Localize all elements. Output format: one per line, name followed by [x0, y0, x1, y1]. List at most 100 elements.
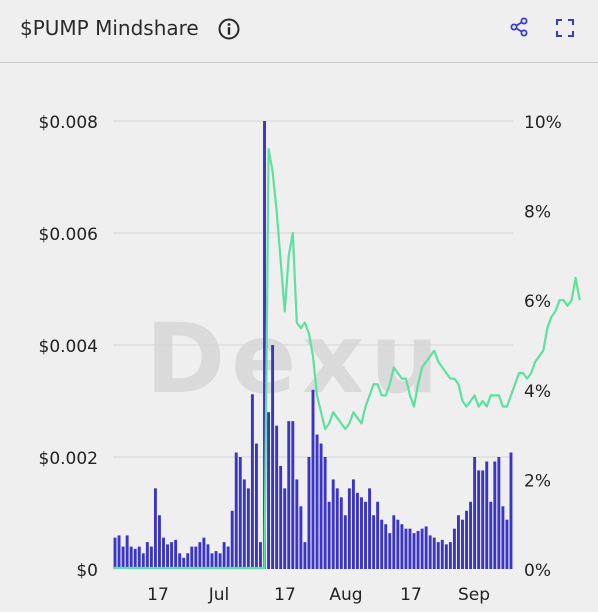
bar — [234, 452, 238, 569]
bar — [355, 492, 359, 569]
bar — [275, 425, 279, 569]
line-series — [113, 147, 581, 570]
bar — [206, 544, 210, 569]
y-left-tick-label: $0.002 — [39, 449, 98, 469]
bar — [360, 497, 363, 569]
y-right-tick-label: 10% — [524, 113, 562, 133]
bar — [428, 535, 432, 569]
chart-header: $PUMP Mindshare — [0, 0, 598, 63]
bar — [158, 515, 161, 569]
bar — [440, 539, 444, 569]
bar — [331, 479, 335, 569]
bar — [388, 533, 392, 569]
chart-title: $PUMP Mindshare — [20, 16, 199, 40]
bar — [315, 434, 319, 569]
bar — [267, 412, 271, 569]
bar — [113, 537, 117, 569]
bar — [162, 537, 165, 569]
bar — [190, 546, 194, 569]
bar — [153, 488, 157, 569]
bar — [283, 488, 287, 569]
bar — [493, 461, 497, 569]
bar — [170, 542, 174, 569]
bar — [380, 519, 384, 569]
bar — [263, 121, 266, 569]
bar — [436, 542, 440, 569]
bar — [461, 519, 464, 569]
bar — [210, 553, 214, 569]
bar — [392, 515, 396, 569]
info-icon[interactable] — [218, 18, 240, 40]
bar — [420, 528, 424, 569]
bar — [307, 457, 311, 569]
bar — [291, 421, 295, 569]
bar — [166, 544, 169, 569]
y-left-tick-label: $0.006 — [39, 225, 98, 245]
y-right-tick-label: 4% — [524, 382, 551, 402]
bar — [202, 537, 206, 569]
bar — [222, 542, 226, 569]
bar — [477, 470, 481, 569]
bar — [368, 488, 372, 569]
bar-series — [113, 121, 513, 569]
bar — [259, 542, 262, 569]
bar — [489, 501, 493, 569]
bar — [351, 479, 355, 569]
bar — [396, 519, 400, 569]
bar — [452, 528, 456, 569]
bar — [254, 443, 258, 569]
bar — [226, 546, 230, 569]
bar — [335, 488, 339, 569]
mindshare-chart: Dexu $0 $0.002 $0.004 $0.006 $0.008 0% 2% 4% 6%… — [39, 113, 581, 605]
x-axis: 17 Jul 17 Aug 17 Sep — [147, 585, 490, 605]
bar — [137, 546, 141, 569]
bar — [509, 452, 513, 569]
bar — [501, 506, 505, 569]
bar — [343, 515, 347, 569]
bar — [404, 528, 408, 569]
bar — [384, 524, 388, 569]
bar — [186, 553, 190, 569]
bar — [416, 530, 420, 569]
bar — [473, 457, 477, 569]
y-axis-right: 0% 2% 4% 6% 8% 10% — [524, 113, 562, 581]
x-tick-label: Sep — [458, 585, 490, 605]
bar — [271, 345, 275, 569]
bar — [319, 443, 323, 569]
x-tick-label: 17 — [147, 585, 169, 605]
bar — [279, 465, 283, 569]
bar — [238, 457, 242, 569]
bar — [408, 528, 412, 569]
bar — [497, 457, 501, 569]
bar — [372, 515, 376, 569]
y-right-tick-label: 0% — [524, 561, 551, 581]
share-icon[interactable] — [509, 17, 529, 37]
bar — [250, 394, 254, 569]
bar — [287, 421, 291, 569]
bar — [469, 501, 473, 569]
y-axis-left: $0 $0.002 $0.004 $0.006 $0.008 — [39, 113, 98, 581]
bar — [323, 457, 327, 569]
bar — [412, 533, 416, 569]
y-right-tick-label: 2% — [524, 471, 551, 491]
bar — [444, 544, 448, 569]
bar — [198, 542, 202, 569]
bar — [214, 551, 218, 569]
bar — [178, 553, 182, 569]
y-left-tick-label: $0 — [76, 561, 98, 581]
bar — [364, 501, 367, 569]
bar — [400, 524, 404, 569]
x-tick-label: Aug — [329, 585, 362, 605]
bar — [299, 506, 303, 569]
y-right-tick-label: 8% — [524, 203, 551, 223]
bar — [295, 479, 299, 569]
bar — [129, 546, 133, 569]
bar — [505, 519, 509, 569]
bar — [242, 479, 246, 569]
expand-icon[interactable] — [555, 18, 575, 38]
bar — [117, 535, 121, 569]
bar — [174, 539, 178, 569]
bar — [485, 461, 489, 569]
y-right-tick-label: 6% — [524, 292, 551, 312]
bar — [125, 535, 129, 569]
